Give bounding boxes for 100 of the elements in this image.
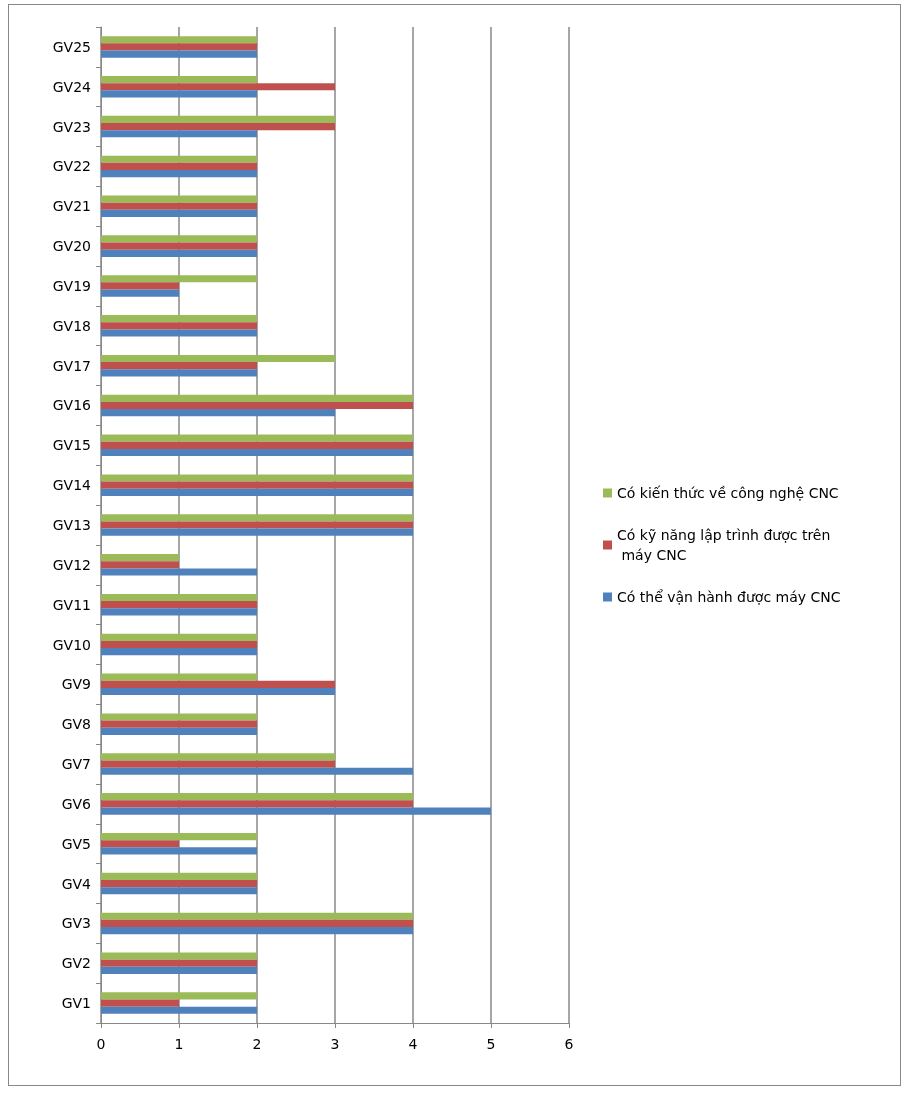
- bar: [101, 202, 257, 210]
- bar: [101, 36, 257, 44]
- y-tick-label: GV3: [61, 915, 91, 932]
- bar: [101, 434, 413, 442]
- y-tick-label: GV4: [61, 875, 92, 892]
- y-tick-label: GV12: [52, 556, 91, 573]
- bar: [101, 919, 413, 927]
- bar: [101, 561, 179, 569]
- y-tick-label: GV24: [52, 78, 92, 95]
- bar: [101, 807, 491, 815]
- bar: [101, 521, 413, 529]
- bar: [101, 966, 257, 974]
- y-tick-label: GV1: [61, 995, 91, 1012]
- bar: [101, 401, 413, 410]
- bar: [101, 608, 257, 616]
- bar: [101, 528, 413, 536]
- bar: [101, 329, 257, 337]
- y-tick-label: GV5: [61, 835, 91, 852]
- bar: [101, 170, 257, 178]
- bar: [101, 840, 179, 848]
- bar: [101, 601, 257, 609]
- y-tick-label: GV25: [52, 38, 91, 55]
- bar: [101, 394, 413, 402]
- bar: [101, 926, 413, 935]
- y-tick-label: GV18: [52, 317, 91, 334]
- bar: [101, 249, 257, 257]
- bar: [101, 713, 257, 721]
- legend-label: Có thể vận hành được máy CNC: [617, 589, 841, 605]
- bar: [101, 289, 179, 297]
- bar: [101, 999, 179, 1007]
- bar: [101, 474, 413, 482]
- y-tick-label: GV22: [52, 158, 91, 175]
- x-tick-label: 4: [408, 1036, 418, 1052]
- y-tick-label: GV20: [52, 238, 91, 255]
- bar: [101, 514, 413, 522]
- bar: [101, 992, 257, 1000]
- y-tick-label: GV23: [52, 118, 91, 135]
- bar: [101, 793, 413, 801]
- x-tick-label: 0: [96, 1036, 106, 1052]
- y-tick-label: GV7: [61, 756, 91, 773]
- bar: [101, 90, 257, 98]
- x-tick-label: 6: [564, 1036, 574, 1052]
- bar: [101, 767, 413, 775]
- bar: [101, 952, 257, 960]
- bar: [101, 832, 257, 841]
- bar: [101, 83, 335, 91]
- bar: [101, 760, 335, 768]
- bar: [101, 275, 257, 283]
- bar: [101, 959, 257, 967]
- bar: [101, 123, 335, 131]
- y-tick-label: GV17: [52, 357, 91, 374]
- bar: [101, 648, 257, 656]
- y-tick-label: GV16: [52, 397, 92, 414]
- bar: [101, 753, 335, 761]
- y-tick-label: GV9: [61, 676, 91, 693]
- bar: [101, 282, 179, 290]
- bar: [101, 872, 257, 880]
- bar: [101, 441, 413, 449]
- x-tick-label: 3: [330, 1036, 340, 1052]
- bar: [101, 130, 257, 138]
- bar: [101, 50, 257, 58]
- bar: [101, 115, 335, 124]
- y-tick-label: GV14: [52, 477, 92, 494]
- x-tick-label: 2: [252, 1036, 262, 1052]
- bar: [101, 43, 257, 51]
- y-tick-label: GV15: [52, 437, 91, 454]
- bar: [101, 800, 413, 808]
- bar: [101, 640, 257, 649]
- bar: [101, 354, 335, 363]
- y-tick-label: GV10: [52, 636, 91, 653]
- y-tick-label: GV8: [61, 716, 91, 733]
- y-tick-label: GV11: [52, 596, 91, 613]
- y-tick-label: GV13: [52, 517, 91, 533]
- bar: [101, 593, 257, 602]
- y-tick-label: GV21: [52, 198, 91, 215]
- bar: [101, 1006, 257, 1014]
- bar: [101, 912, 413, 920]
- x-tick-label: 1: [174, 1036, 184, 1052]
- bar: [101, 242, 257, 250]
- bar: [101, 847, 257, 855]
- legend-label: Có kỹ năng lập trình được trên máy CNC: [617, 527, 831, 563]
- bar: [101, 568, 257, 576]
- bar: [101, 673, 257, 681]
- legend-label: Có kiến thức về công nghệ CNC: [617, 485, 839, 501]
- bar: [101, 879, 257, 888]
- x-tick-label: 5: [486, 1036, 496, 1052]
- bar: [101, 315, 257, 323]
- bar: [101, 687, 335, 696]
- bar: [101, 488, 413, 496]
- bar: [101, 369, 257, 377]
- bar: [101, 162, 257, 171]
- bar: [101, 209, 257, 218]
- bar: [101, 155, 257, 163]
- bar: [101, 633, 257, 641]
- y-tick-label: GV2: [61, 955, 91, 972]
- y-tick-label: GV6: [61, 795, 92, 812]
- bar: [101, 727, 257, 735]
- bar: [101, 720, 257, 728]
- bar: [101, 448, 413, 457]
- bar: [101, 887, 257, 895]
